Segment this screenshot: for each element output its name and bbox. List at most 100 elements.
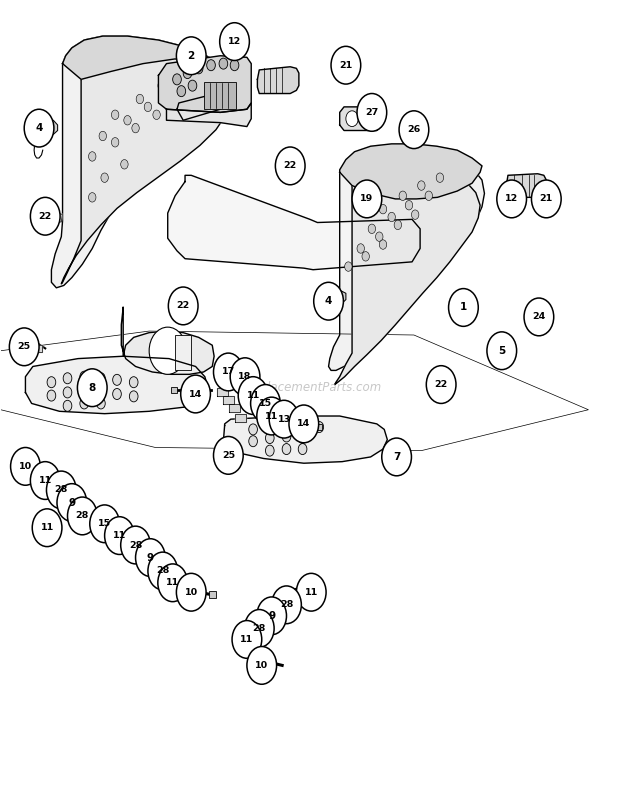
Text: 12: 12 bbox=[505, 195, 518, 203]
Circle shape bbox=[40, 517, 55, 536]
Circle shape bbox=[412, 210, 419, 219]
Circle shape bbox=[169, 574, 176, 583]
Text: 22: 22 bbox=[38, 212, 52, 221]
Circle shape bbox=[136, 95, 144, 104]
Circle shape bbox=[265, 420, 274, 431]
Polygon shape bbox=[257, 67, 299, 94]
Polygon shape bbox=[168, 175, 420, 269]
Text: 15: 15 bbox=[259, 399, 272, 408]
Polygon shape bbox=[177, 94, 222, 121]
Circle shape bbox=[89, 152, 96, 162]
Polygon shape bbox=[95, 518, 107, 526]
Circle shape bbox=[57, 484, 87, 522]
Circle shape bbox=[265, 433, 274, 444]
Text: 2: 2 bbox=[188, 50, 195, 61]
Circle shape bbox=[80, 385, 89, 396]
Circle shape bbox=[269, 609, 277, 619]
Circle shape bbox=[194, 63, 203, 74]
Circle shape bbox=[257, 397, 286, 435]
Bar bbox=[203, 82, 236, 110]
Circle shape bbox=[78, 369, 107, 407]
Text: 22: 22 bbox=[435, 380, 448, 389]
Circle shape bbox=[346, 111, 358, 127]
Text: 28: 28 bbox=[129, 541, 142, 549]
Circle shape bbox=[448, 288, 478, 326]
Polygon shape bbox=[507, 173, 546, 197]
Bar bbox=[316, 424, 322, 430]
Polygon shape bbox=[487, 343, 501, 355]
Circle shape bbox=[247, 646, 277, 684]
Text: 11: 11 bbox=[38, 476, 52, 485]
Bar bbox=[171, 387, 177, 393]
Polygon shape bbox=[38, 121, 58, 143]
Polygon shape bbox=[33, 345, 42, 351]
Circle shape bbox=[124, 533, 140, 554]
Circle shape bbox=[388, 212, 396, 221]
Text: 25: 25 bbox=[222, 451, 235, 460]
Circle shape bbox=[269, 400, 299, 438]
Polygon shape bbox=[340, 107, 383, 131]
Text: 18: 18 bbox=[238, 372, 252, 381]
Circle shape bbox=[249, 424, 257, 435]
Circle shape bbox=[89, 192, 96, 202]
Circle shape bbox=[368, 224, 376, 233]
Text: 10: 10 bbox=[255, 661, 268, 670]
Text: 21: 21 bbox=[339, 61, 353, 69]
Circle shape bbox=[282, 599, 288, 608]
Circle shape bbox=[376, 232, 383, 241]
Text: 27: 27 bbox=[365, 108, 378, 117]
Circle shape bbox=[487, 332, 516, 370]
Circle shape bbox=[296, 574, 326, 611]
Text: 14: 14 bbox=[189, 389, 202, 399]
Circle shape bbox=[282, 444, 291, 455]
Polygon shape bbox=[159, 56, 251, 113]
Circle shape bbox=[158, 81, 166, 91]
Circle shape bbox=[63, 400, 72, 411]
Text: 28: 28 bbox=[156, 567, 169, 575]
Circle shape bbox=[379, 240, 387, 249]
Circle shape bbox=[70, 502, 86, 522]
Circle shape bbox=[253, 617, 268, 635]
Circle shape bbox=[249, 436, 257, 447]
Circle shape bbox=[345, 262, 352, 271]
Circle shape bbox=[148, 552, 177, 590]
Circle shape bbox=[275, 147, 305, 184]
Circle shape bbox=[213, 437, 243, 474]
Text: 22: 22 bbox=[177, 301, 190, 310]
Circle shape bbox=[238, 377, 268, 414]
Text: 9: 9 bbox=[68, 497, 76, 507]
Circle shape bbox=[257, 597, 286, 634]
Text: 28: 28 bbox=[76, 511, 89, 520]
Circle shape bbox=[143, 551, 149, 559]
Circle shape bbox=[352, 180, 382, 217]
Polygon shape bbox=[216, 388, 228, 396]
Polygon shape bbox=[50, 212, 63, 222]
Text: 11: 11 bbox=[247, 391, 260, 400]
Circle shape bbox=[240, 627, 256, 648]
Circle shape bbox=[47, 390, 56, 401]
Circle shape bbox=[331, 46, 361, 84]
Circle shape bbox=[379, 204, 387, 214]
Text: 26: 26 bbox=[407, 125, 420, 134]
Circle shape bbox=[180, 375, 210, 413]
Text: 5: 5 bbox=[498, 346, 505, 355]
Circle shape bbox=[158, 564, 187, 602]
Polygon shape bbox=[340, 144, 482, 199]
Circle shape bbox=[298, 433, 307, 444]
Circle shape bbox=[250, 385, 280, 422]
Polygon shape bbox=[25, 356, 208, 414]
Text: 11: 11 bbox=[40, 523, 54, 532]
Text: 9: 9 bbox=[268, 611, 275, 621]
Circle shape bbox=[44, 522, 50, 530]
Text: 8: 8 bbox=[89, 383, 96, 392]
Circle shape bbox=[113, 374, 122, 385]
Circle shape bbox=[213, 353, 243, 391]
Circle shape bbox=[244, 633, 252, 643]
Text: 17: 17 bbox=[222, 367, 235, 377]
Circle shape bbox=[166, 91, 172, 100]
Polygon shape bbox=[329, 149, 484, 370]
Circle shape bbox=[524, 298, 554, 336]
Circle shape bbox=[97, 387, 105, 398]
Circle shape bbox=[113, 528, 120, 537]
Circle shape bbox=[40, 474, 46, 483]
